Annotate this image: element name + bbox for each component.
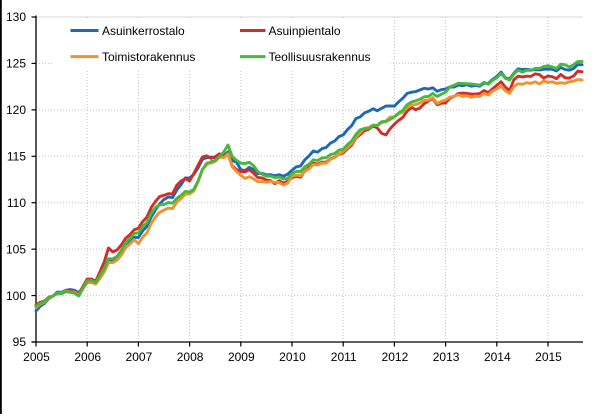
svg-text:Asuinkerrostalo: Asuinkerrostalo xyxy=(102,24,185,38)
svg-text:2014: 2014 xyxy=(484,350,511,364)
svg-text:2006: 2006 xyxy=(74,350,101,364)
svg-text:2008: 2008 xyxy=(177,350,204,364)
svg-text:Toimistorakennus: Toimistorakennus xyxy=(102,50,195,64)
svg-text:110: 110 xyxy=(7,196,26,210)
svg-text:Teollisuusrakennus: Teollisuusrakennus xyxy=(269,50,371,64)
svg-text:115: 115 xyxy=(7,150,26,164)
svg-text:Asuinpientalo: Asuinpientalo xyxy=(269,24,341,38)
svg-text:130: 130 xyxy=(6,10,26,24)
svg-text:2015: 2015 xyxy=(535,350,562,364)
svg-text:2012: 2012 xyxy=(382,350,409,364)
svg-text:100: 100 xyxy=(6,289,26,303)
svg-text:95: 95 xyxy=(13,335,27,349)
svg-text:2007: 2007 xyxy=(126,350,153,364)
svg-text:105: 105 xyxy=(6,242,26,256)
svg-text:2009: 2009 xyxy=(228,350,255,364)
svg-text:2011: 2011 xyxy=(331,350,357,364)
svg-text:2005: 2005 xyxy=(23,350,50,364)
svg-text:2013: 2013 xyxy=(433,350,460,364)
svg-text:120: 120 xyxy=(6,103,26,117)
svg-text:2010: 2010 xyxy=(279,350,306,364)
svg-text:125: 125 xyxy=(6,57,26,71)
